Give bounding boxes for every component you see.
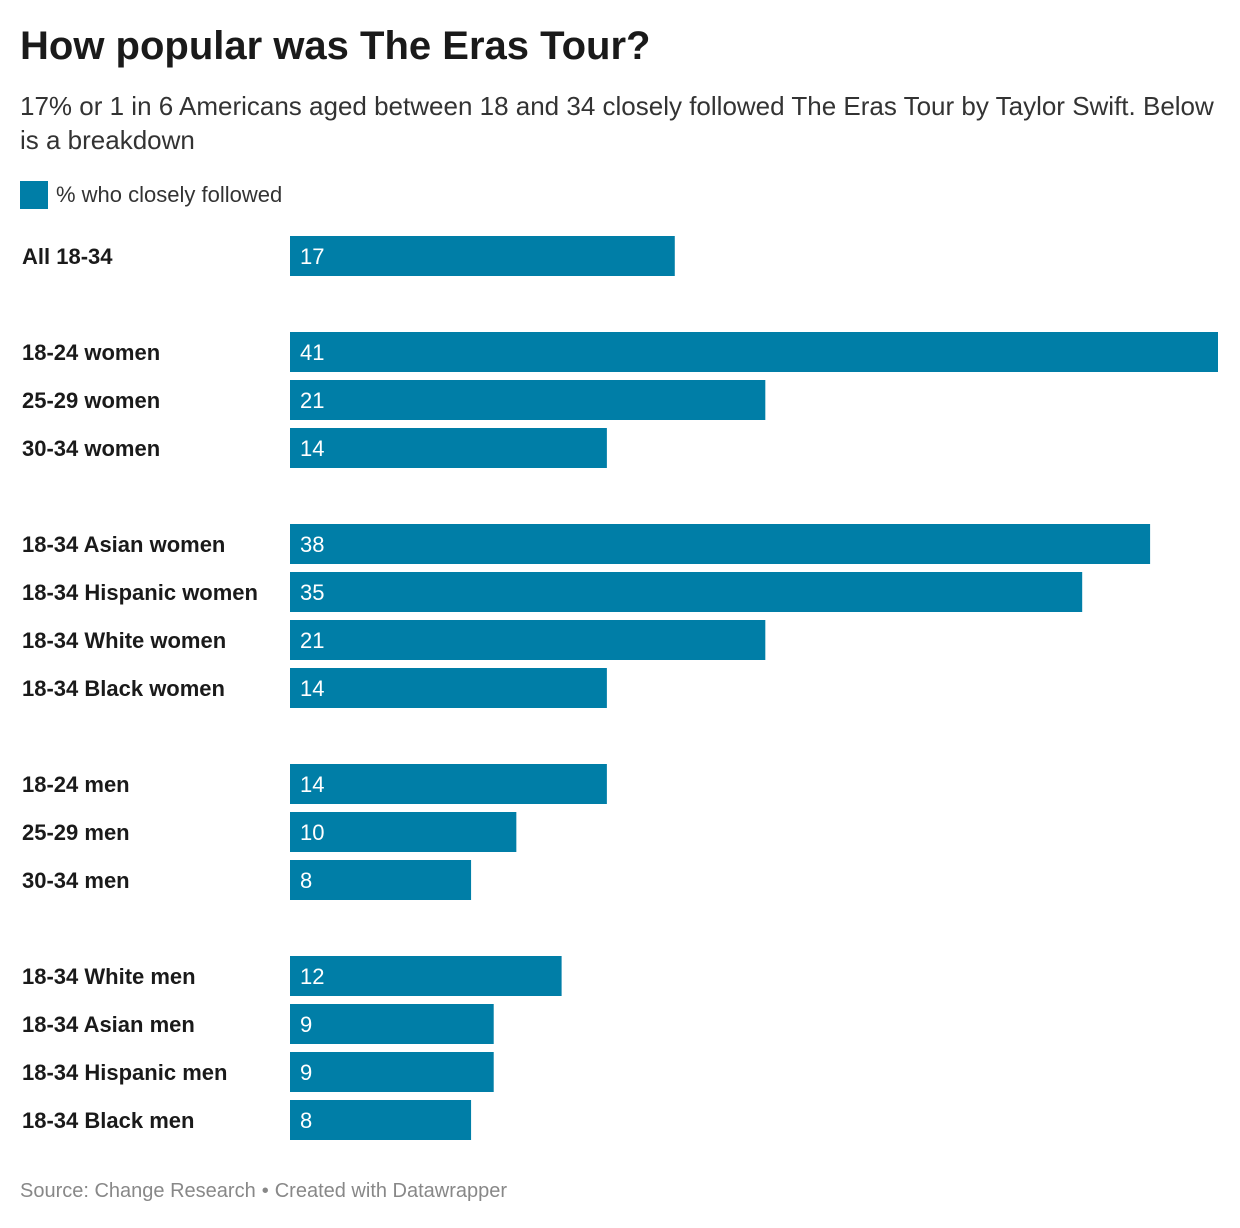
category-label: 18-24 women [22, 340, 160, 365]
chart-title: How popular was The Eras Tour? [20, 24, 651, 68]
value-label: 10 [300, 820, 324, 845]
category-label: All 18-34 [22, 244, 113, 269]
category-label: 18-34 Hispanic men [22, 1060, 227, 1085]
bar-row: 18-24 women 41 [22, 332, 1218, 372]
bar[interactable] [290, 812, 517, 852]
legend-swatch [20, 181, 48, 209]
category-label: 30-34 women [22, 436, 160, 461]
value-label: 12 [300, 964, 324, 989]
category-label: 18-24 men [22, 772, 130, 797]
bar[interactable] [290, 620, 766, 660]
bar-row: 18-34 Hispanic men 9 [22, 1052, 494, 1092]
category-label: 18-34 White men [22, 964, 196, 989]
bar-row: 18-34 Black women 14 [22, 668, 607, 708]
bar-row: 18-34 Asian men 9 [22, 1004, 494, 1044]
bar-row: 18-34 White women 21 [22, 620, 766, 660]
value-label: 9 [300, 1060, 312, 1085]
bar-row: 18-34 Black men 8 [22, 1100, 472, 1140]
value-label: 41 [300, 340, 324, 365]
source-text[interactable]: Source: Change Research [20, 1180, 256, 1202]
value-label: 17 [300, 244, 324, 269]
category-label: 30-34 men [22, 868, 130, 893]
value-label: 14 [300, 772, 324, 797]
bar-row: 25-29 men 10 [22, 812, 517, 852]
bar[interactable] [290, 1100, 472, 1140]
bar-row: 30-34 women 14 [22, 428, 607, 468]
value-label: 8 [300, 868, 312, 893]
footer: Source: Change Research • Created with D… [20, 1180, 507, 1203]
category-label: 18-34 Asian women [22, 532, 225, 557]
bar-row: 18-34 Asian women 38 [22, 524, 1151, 564]
category-label: 25-29 women [22, 388, 160, 413]
bar-row: 18-34 White men 12 [22, 956, 562, 996]
category-label: 18-34 Black men [22, 1108, 194, 1133]
bar[interactable] [290, 764, 607, 804]
value-label: 35 [300, 580, 324, 605]
bar[interactable] [290, 236, 675, 276]
bar[interactable] [290, 956, 562, 996]
bar-row: 25-29 women 21 [22, 380, 766, 420]
bar-row: 18-24 men 14 [22, 764, 607, 804]
bar[interactable] [290, 524, 1151, 564]
legend: % who closely followed [20, 180, 282, 210]
category-label: 25-29 men [22, 820, 130, 845]
bar[interactable] [290, 380, 766, 420]
bar[interactable] [290, 668, 607, 708]
value-label: 9 [300, 1012, 312, 1037]
bar-row: 30-34 men 8 [22, 860, 472, 900]
bar[interactable] [290, 572, 1083, 612]
value-label: 21 [300, 628, 324, 653]
category-label: 18-34 Hispanic women [22, 580, 258, 605]
chart-subtitle: 17% or 1 in 6 Americans aged between 18 … [20, 91, 1214, 155]
bar-row: 18-34 Hispanic women 35 [22, 572, 1083, 612]
value-label: 14 [300, 676, 324, 701]
bar[interactable] [290, 1004, 494, 1044]
bar-row: All 18-34 17 [22, 236, 675, 276]
value-label: 8 [300, 1108, 312, 1133]
category-label: 18-34 Asian men [22, 1012, 195, 1037]
value-label: 38 [300, 532, 324, 557]
value-label: 14 [300, 436, 324, 461]
credit-text[interactable]: Created with Datawrapper [274, 1180, 508, 1202]
footer-separator: • [261, 1180, 269, 1202]
bar[interactable] [290, 428, 607, 468]
legend-label: % who closely followed [56, 182, 283, 207]
category-label: 18-34 White women [22, 628, 226, 653]
bar-chart: All 18-34 17 18-24 women 41 25-29 women 21 30-… [22, 236, 1218, 1140]
bar[interactable] [290, 860, 472, 900]
category-label: 18-34 Black women [22, 676, 225, 701]
bar[interactable] [290, 332, 1218, 372]
bar[interactable] [290, 1052, 494, 1092]
value-label: 21 [300, 388, 324, 413]
